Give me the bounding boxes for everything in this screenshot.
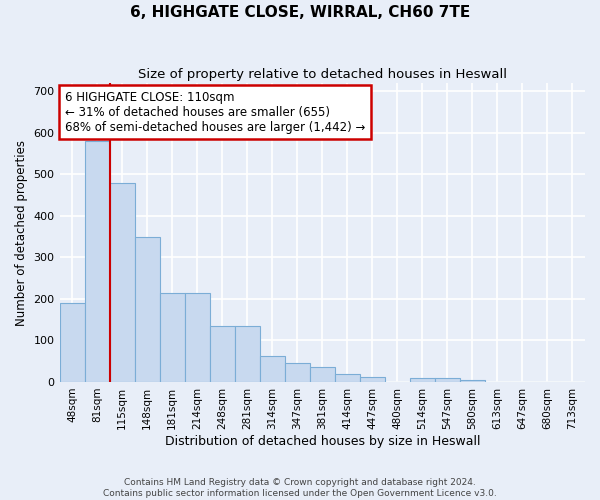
Bar <box>460 380 485 382</box>
Bar <box>185 292 209 382</box>
Text: 6 HIGHGATE CLOSE: 110sqm
← 31% of detached houses are smaller (655)
68% of semi-: 6 HIGHGATE CLOSE: 110sqm ← 31% of detach… <box>65 90 365 134</box>
Bar <box>260 356 285 382</box>
Bar <box>435 378 460 382</box>
Title: Size of property relative to detached houses in Heswall: Size of property relative to detached ho… <box>138 68 507 80</box>
Y-axis label: Number of detached properties: Number of detached properties <box>15 140 28 326</box>
Bar <box>285 364 310 382</box>
Bar <box>235 326 260 382</box>
Bar <box>310 366 335 382</box>
X-axis label: Distribution of detached houses by size in Heswall: Distribution of detached houses by size … <box>164 434 480 448</box>
Text: Contains HM Land Registry data © Crown copyright and database right 2024.
Contai: Contains HM Land Registry data © Crown c… <box>103 478 497 498</box>
Bar <box>209 326 235 382</box>
Bar <box>85 141 110 382</box>
Bar <box>410 378 435 382</box>
Bar <box>110 182 134 382</box>
Bar <box>335 374 360 382</box>
Text: 6, HIGHGATE CLOSE, WIRRAL, CH60 7TE: 6, HIGHGATE CLOSE, WIRRAL, CH60 7TE <box>130 5 470 20</box>
Bar <box>360 377 385 382</box>
Bar <box>134 236 160 382</box>
Bar <box>59 303 85 382</box>
Bar <box>160 292 185 382</box>
